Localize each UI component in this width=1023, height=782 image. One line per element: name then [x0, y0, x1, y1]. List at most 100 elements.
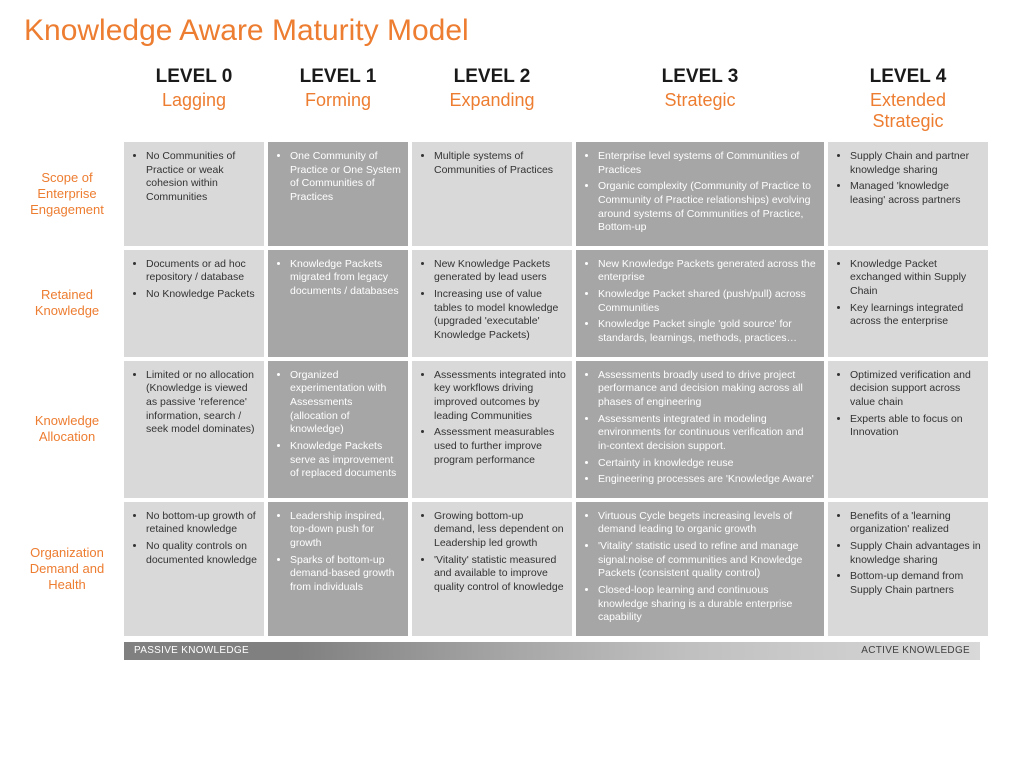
cell-item: Supply Chain advantages in knowledge sha… — [850, 540, 982, 567]
cell-item: Key learnings integrated across the ente… — [850, 302, 982, 329]
level-header-4: LEVEL 4Extended Strategic — [828, 64, 988, 138]
cell-r2-c1: Organized experimentation with Assessmen… — [268, 361, 408, 498]
row-label-3: Organization Demand and Health — [14, 502, 120, 636]
cell-list: No Communities of Practice or weak cohes… — [128, 150, 258, 205]
cell-item: Bottom-up demand from Supply Chain partn… — [850, 570, 982, 597]
cell-item: No Communities of Practice or weak cohes… — [146, 150, 258, 205]
cell-list: Supply Chain and partner knowledge shari… — [832, 150, 982, 208]
cell-item: Organic complexity (Community of Practic… — [598, 180, 818, 235]
cell-item: Knowledge Packet shared (push/pull) acro… — [598, 288, 818, 315]
cell-r3-c0: No bottom-up growth of retained knowledg… — [124, 502, 264, 636]
cell-item: 'Vitality' statistic used to refine and … — [598, 540, 818, 581]
level-name: Strategic — [580, 90, 820, 111]
cell-list: Multiple systems of Communities of Pract… — [416, 150, 566, 177]
cell-list: Assessments integrated into key workflow… — [416, 369, 566, 467]
cell-item: Organized experimentation with Assessmen… — [290, 369, 402, 437]
cell-item: New Knowledge Packets generated by lead … — [434, 258, 566, 285]
cell-r0-c4: Supply Chain and partner knowledge shari… — [828, 142, 988, 246]
cell-r3-c4: Benefits of a 'learning organization' re… — [828, 502, 988, 636]
row-label-2: Knowledge Allocation — [14, 361, 120, 498]
cell-r0-c2: Multiple systems of Communities of Pract… — [412, 142, 572, 246]
cell-r1-c4: Knowledge Packet exchanged within Supply… — [828, 250, 988, 357]
cell-item: Multiple systems of Communities of Pract… — [434, 150, 566, 177]
maturity-grid: LEVEL 0Lagging LEVEL 1Forming LEVEL 2Expan… — [14, 64, 1009, 636]
header-spacer — [14, 64, 120, 138]
cell-list: Enterprise level systems of Communities … — [580, 150, 818, 235]
row-label-0: Scope of Enterprise Engagement — [14, 142, 120, 246]
cell-r1-c2: New Knowledge Packets generated by lead … — [412, 250, 572, 357]
cell-item: Knowledge Packets migrated from legacy d… — [290, 258, 402, 299]
cell-item: Growing bottom-up demand, less dependent… — [434, 510, 566, 551]
page-title: Knowledge Aware Maturity Model — [24, 14, 1009, 48]
cell-item: Sparks of bottom-up demand-based growth … — [290, 554, 402, 595]
cell-list: Knowledge Packet exchanged within Supply… — [832, 258, 982, 329]
cell-r2-c4: Optimized verification and decision supp… — [828, 361, 988, 498]
cell-item: Assessments integrated into key workflow… — [434, 369, 566, 424]
cell-r0-c0: No Communities of Practice or weak cohes… — [124, 142, 264, 246]
cell-r3-c1: Leadership inspired, top-down push for g… — [268, 502, 408, 636]
level-number: LEVEL 2 — [416, 66, 568, 88]
level-number: LEVEL 4 — [832, 66, 984, 88]
cell-list: Benefits of a 'learning organization' re… — [832, 510, 982, 598]
cell-list: Assessments broadly used to drive projec… — [580, 369, 818, 487]
cell-item: Increasing use of value tables to model … — [434, 288, 566, 343]
cell-item: Assessments broadly used to drive projec… — [598, 369, 818, 410]
cell-list: Virtuous Cycle begets increasing levels … — [580, 510, 818, 625]
cell-list: Documents or ad hoc repository / databas… — [128, 258, 258, 302]
cell-list: Limited or no allocation (Knowledge is v… — [128, 369, 258, 437]
cell-item: No Knowledge Packets — [146, 288, 258, 302]
level-name: Lagging — [128, 90, 260, 111]
cell-item: Leadership inspired, top-down push for g… — [290, 510, 402, 551]
cell-r2-c0: Limited or no allocation (Knowledge is v… — [124, 361, 264, 498]
cell-item: Enterprise level systems of Communities … — [598, 150, 818, 177]
cell-r0-c3: Enterprise level systems of Communities … — [576, 142, 824, 246]
cell-item: Documents or ad hoc repository / databas… — [146, 258, 258, 285]
level-header-3: LEVEL 3Strategic — [576, 64, 824, 138]
cell-list: New Knowledge Packets generated across t… — [580, 258, 818, 346]
cell-r3-c3: Virtuous Cycle begets increasing levels … — [576, 502, 824, 636]
cell-item: 'Vitality' statistic measured and availa… — [434, 554, 566, 595]
cell-item: Experts able to focus on Innovation — [850, 413, 982, 440]
level-name: Forming — [272, 90, 404, 111]
spectrum-left-label: PASSIVE KNOWLEDGE — [134, 645, 249, 656]
cell-item: Limited or no allocation (Knowledge is v… — [146, 369, 258, 437]
cell-list: Organized experimentation with Assessmen… — [272, 369, 402, 481]
cell-list: Growing bottom-up demand, less dependent… — [416, 510, 566, 595]
level-header-2: LEVEL 2Expanding — [412, 64, 572, 138]
spectrum-bar: PASSIVE KNOWLEDGE ACTIVE KNOWLEDGE — [124, 642, 980, 660]
cell-item: Assessments integrated in modeling envir… — [598, 413, 818, 454]
cell-item: Knowledge Packets serve as improvement o… — [290, 440, 402, 481]
cell-r1-c0: Documents or ad hoc repository / databas… — [124, 250, 264, 357]
cell-item: Managed 'knowledge leasing' across partn… — [850, 180, 982, 207]
cell-item: No bottom-up growth of retained knowledg… — [146, 510, 258, 537]
cell-item: No quality controls on documented knowle… — [146, 540, 258, 567]
cell-r1-c1: Knowledge Packets migrated from legacy d… — [268, 250, 408, 357]
cell-list: One Community of Practice or One System … — [272, 150, 402, 205]
cell-item: One Community of Practice or One System … — [290, 150, 402, 205]
level-number: LEVEL 3 — [580, 66, 820, 88]
row-label-1: Retained Knowledge — [14, 250, 120, 357]
cell-item: Certainty in knowledge reuse — [598, 457, 818, 471]
cell-r2-c2: Assessments integrated into key workflow… — [412, 361, 572, 498]
cell-item: Closed-loop learning and continuous know… — [598, 584, 818, 625]
cell-item: New Knowledge Packets generated across t… — [598, 258, 818, 285]
cell-list: Knowledge Packets migrated from legacy d… — [272, 258, 402, 299]
spectrum-right-label: ACTIVE KNOWLEDGE — [861, 645, 970, 656]
cell-item: Optimized verification and decision supp… — [850, 369, 982, 410]
cell-r2-c3: Assessments broadly used to drive projec… — [576, 361, 824, 498]
cell-r1-c3: New Knowledge Packets generated across t… — [576, 250, 824, 357]
cell-r0-c1: One Community of Practice or One System … — [268, 142, 408, 246]
cell-item: Benefits of a 'learning organization' re… — [850, 510, 982, 537]
level-number: LEVEL 0 — [128, 66, 260, 88]
level-header-0: LEVEL 0Lagging — [124, 64, 264, 138]
cell-list: New Knowledge Packets generated by lead … — [416, 258, 566, 343]
cell-list: Leadership inspired, top-down push for g… — [272, 510, 402, 595]
level-name: Expanding — [416, 90, 568, 111]
cell-list: Optimized verification and decision supp… — [832, 369, 982, 440]
cell-item: Assessment measurables used to further i… — [434, 426, 566, 467]
cell-item: Engineering processes are 'Knowledge Awa… — [598, 473, 818, 487]
cell-item: Knowledge Packet single 'gold source' fo… — [598, 318, 818, 345]
cell-item: Knowledge Packet exchanged within Supply… — [850, 258, 982, 299]
level-number: LEVEL 1 — [272, 66, 404, 88]
cell-r3-c2: Growing bottom-up demand, less dependent… — [412, 502, 572, 636]
